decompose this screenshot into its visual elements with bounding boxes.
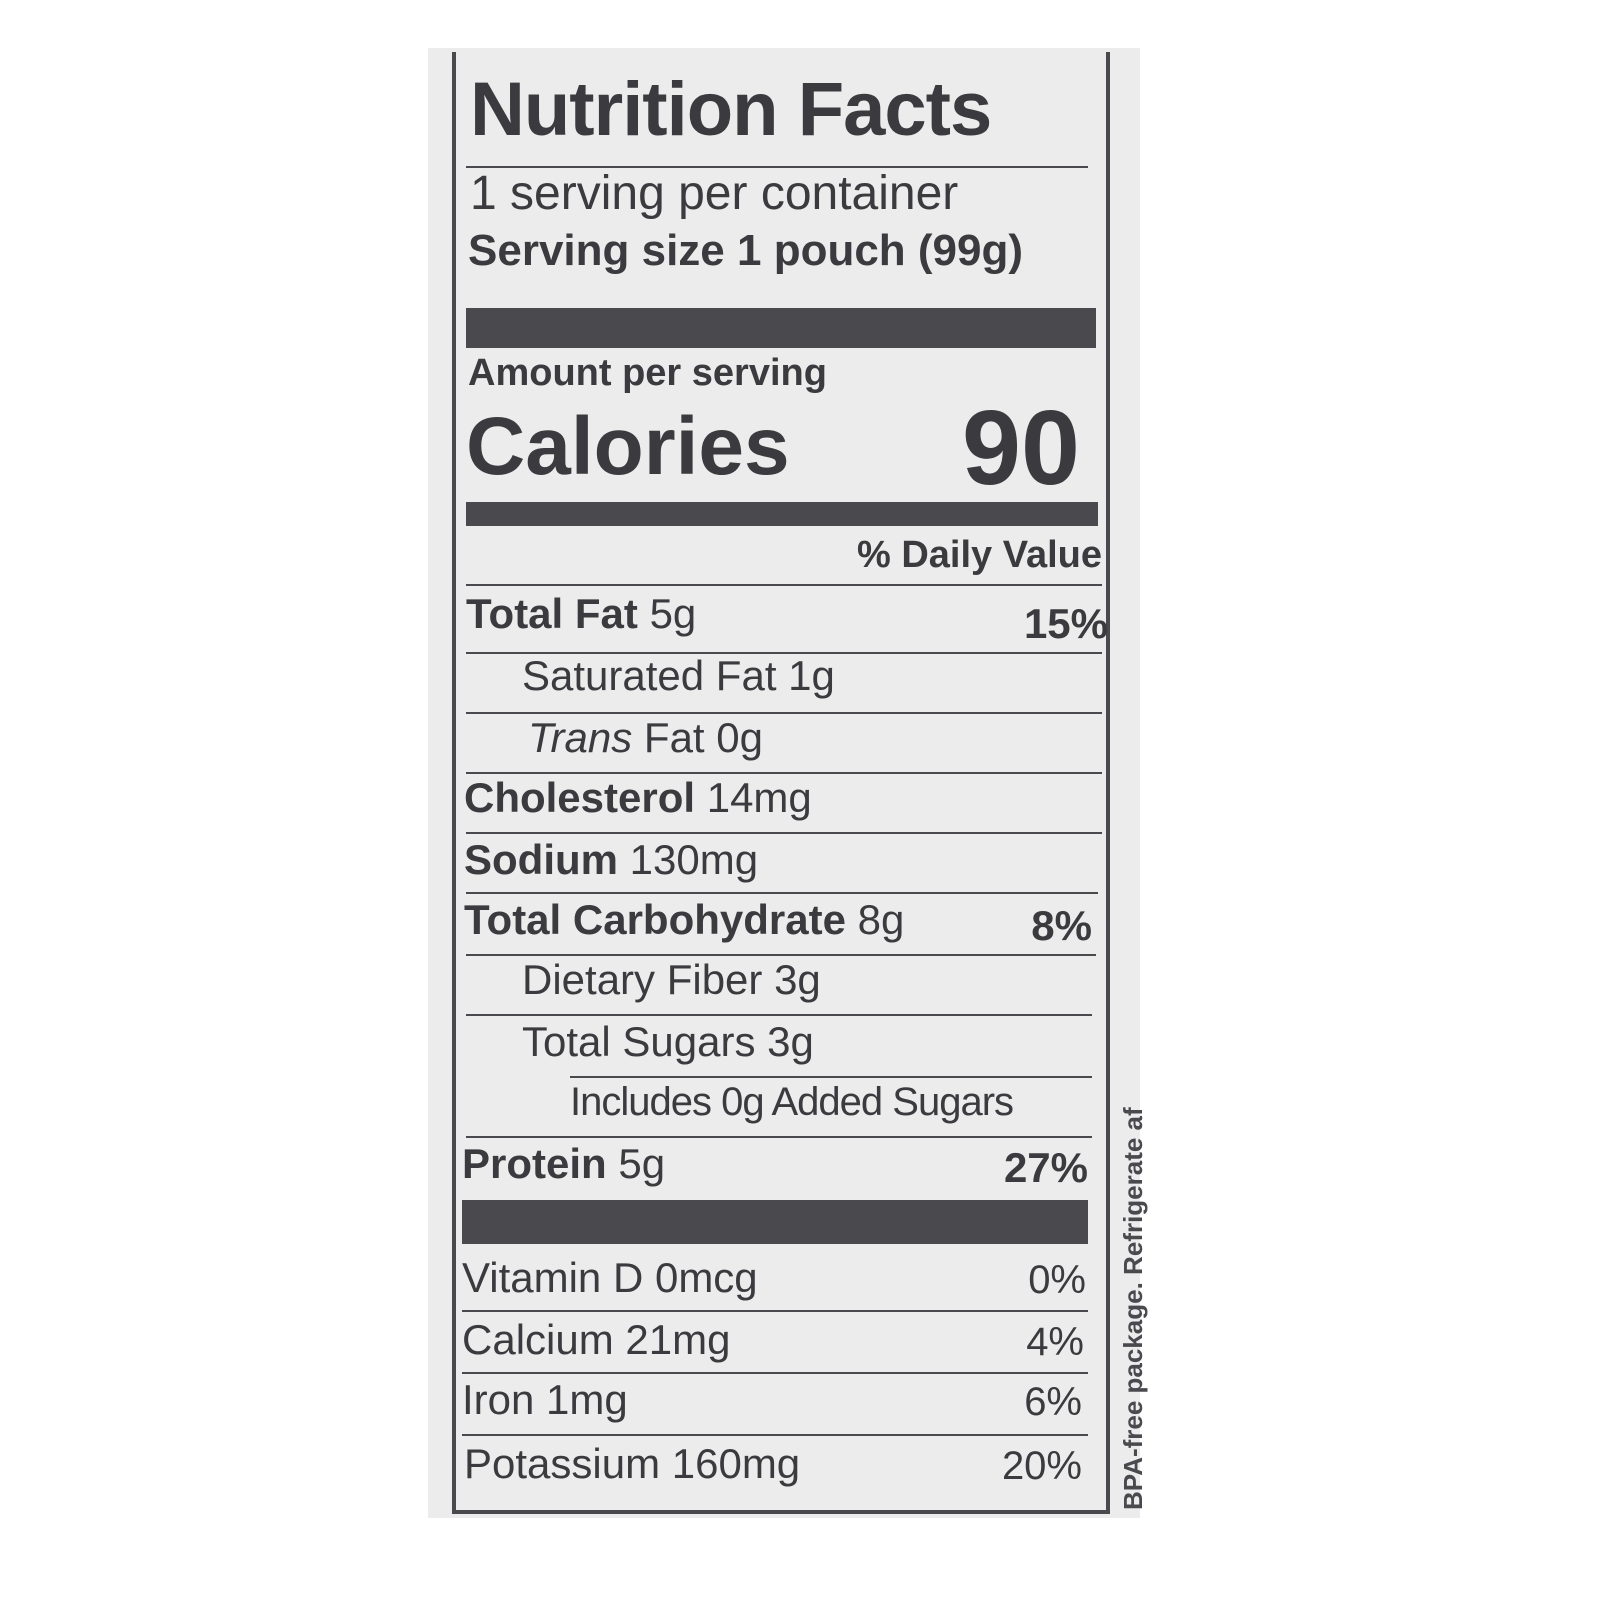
divider [466, 772, 1102, 774]
label-title: Nutrition Facts [470, 67, 992, 152]
divider [466, 652, 1102, 654]
nutrient-dv: 8% [1031, 902, 1092, 949]
nutrient-amount: 5g [618, 1140, 666, 1187]
divider [466, 1014, 1092, 1016]
vitamin-dv: 20% [1001, 1444, 1082, 1488]
nutrient-amount: Fat 0g [643, 714, 763, 761]
added-sugars: Includes 0g Added Sugars [570, 1080, 1014, 1124]
medium-divider [466, 502, 1098, 526]
nutrient-amount: 1g [788, 652, 835, 699]
divider [462, 1310, 1088, 1312]
nutrient-row: Sodium 130mg [464, 836, 758, 884]
calories-value: 90 [962, 389, 1080, 507]
nutrient-row: Saturated Fat 1g [522, 652, 835, 700]
nutrient-amount: 5g [649, 590, 697, 637]
vitamin-dv: 6% [1024, 1380, 1082, 1424]
divider [466, 954, 1096, 956]
daily-value-header: % Daily Value [856, 534, 1102, 576]
nutrient-name: Sodium [464, 836, 618, 883]
vitamin-name: Iron 1mg [462, 1376, 628, 1423]
nutrient-row: Trans Fat 0g [528, 714, 763, 762]
divider [466, 584, 1102, 586]
divider [466, 892, 1098, 894]
nutrient-amount: 3g [774, 956, 821, 1003]
nutrient-row: Cholesterol 14mg [464, 774, 812, 822]
nutrient-name: Total Sugars [522, 1018, 756, 1065]
nutrient-dv: 27% [1003, 1144, 1088, 1191]
divider [466, 166, 1088, 168]
vitamin-dv: 4% [1026, 1320, 1084, 1364]
vitamin-dv: 0% [1028, 1258, 1086, 1302]
nutrient-name: Cholesterol [464, 774, 696, 821]
divider [466, 832, 1102, 834]
amount-per-serving: Amount per serving [468, 352, 827, 394]
divider [462, 1372, 1088, 1374]
calories-label: Calories [466, 401, 790, 492]
nutrient-row: Total Sugars 3g [522, 1018, 814, 1066]
divider [570, 1076, 1092, 1078]
vitamin-name: Calcium 21mg [462, 1316, 731, 1363]
nutrient-name: Dietary Fiber [522, 956, 763, 1003]
nutrient-row: Protein 5g [462, 1140, 665, 1188]
nutrient-amount: 130mg [629, 836, 759, 883]
nutrient-name: Total Fat [466, 590, 638, 637]
thick-divider [466, 308, 1096, 348]
nutrient-name: Total Carbohydrate [464, 896, 846, 943]
divider [466, 712, 1102, 714]
nutrient-row: Total Carbohydrate 8g [464, 896, 904, 944]
side-text: BPA-free package. Refrigerate af [1118, 1107, 1148, 1510]
serving-size: Serving size 1 pouch (99g) [468, 226, 1024, 275]
nutrient-dv: 15% [1023, 600, 1108, 647]
vitamin-name: Vitamin D 0mcg [462, 1254, 758, 1301]
servings-per-container: 1 serving per container [470, 167, 959, 220]
nutrient-name: Saturated Fat [522, 652, 777, 699]
label-background [428, 48, 1140, 1518]
nutrient-row: Dietary Fiber 3g [522, 956, 821, 1004]
nutrient-amount: 3g [767, 1018, 814, 1065]
nutrient-amount: 14mg [706, 774, 812, 821]
nutrient-name: Protein [462, 1140, 607, 1187]
nutrient-name: Trans [528, 714, 633, 761]
divider [466, 1136, 1092, 1138]
vitamin-name: Potassium 160mg [464, 1440, 801, 1487]
thick-divider [462, 1200, 1088, 1244]
nutrition-facts-label [452, 52, 1110, 1514]
divider [462, 1434, 1088, 1436]
nutrient-row: Total Fat 5g [466, 590, 696, 638]
nutrient-amount: 8g [857, 896, 905, 943]
